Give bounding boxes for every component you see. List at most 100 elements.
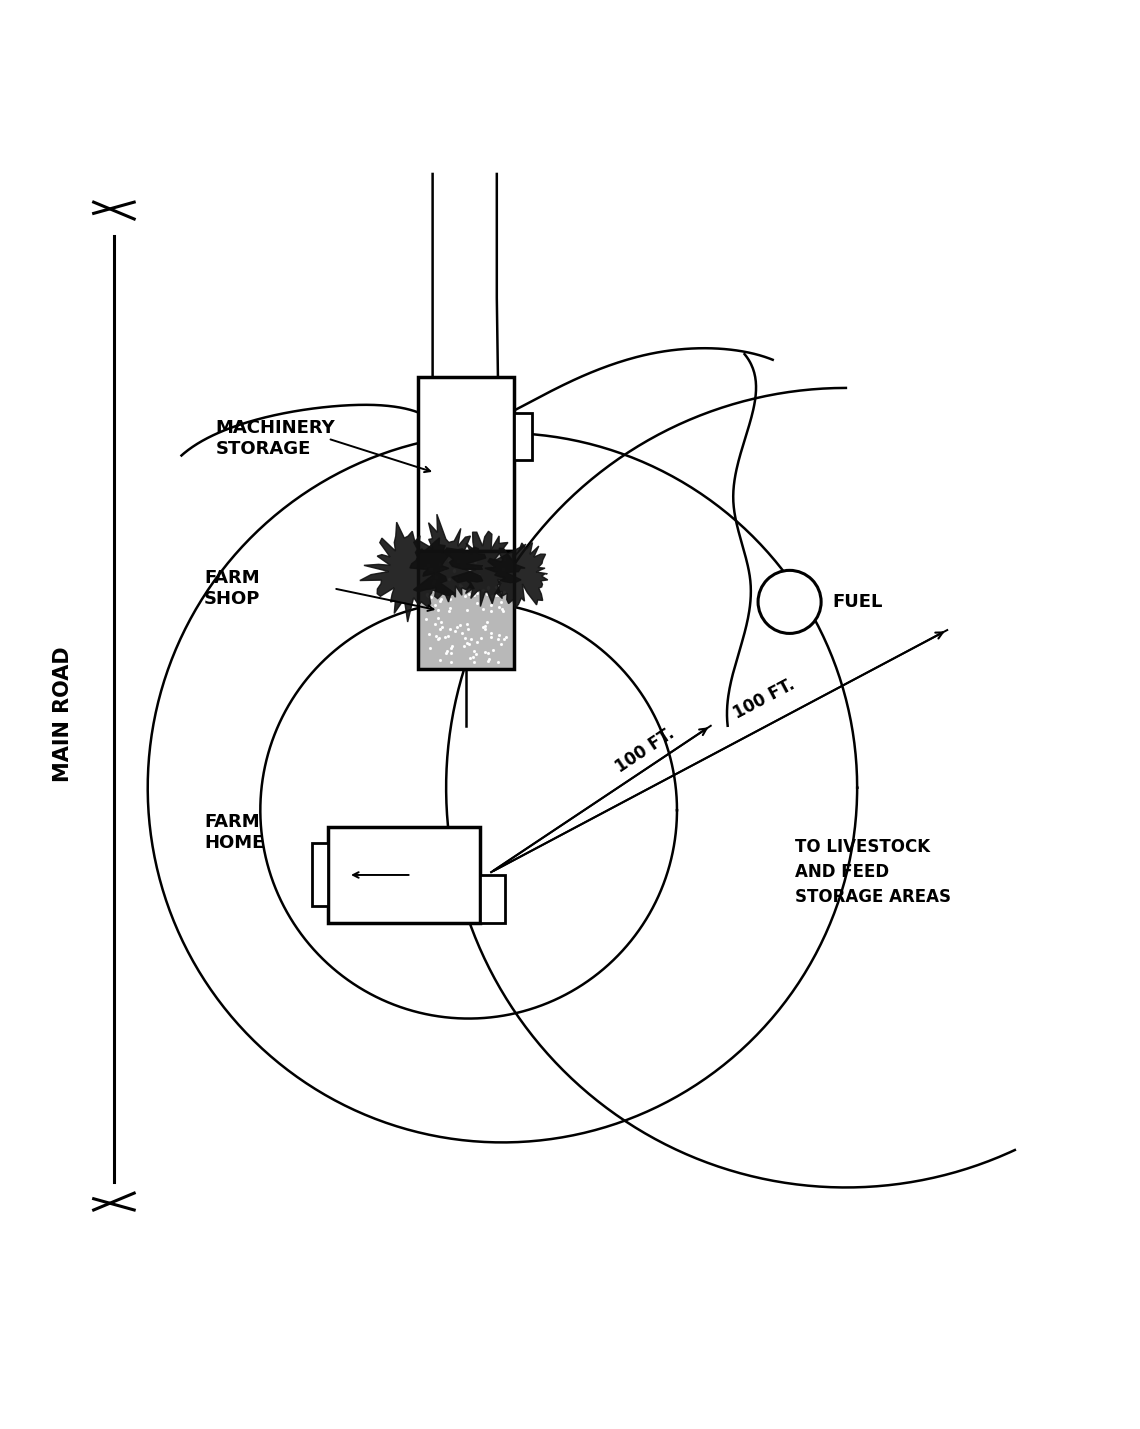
Point xyxy=(429,606,447,629)
Text: FARM
HOME: FARM HOME xyxy=(204,813,264,852)
Point xyxy=(489,627,507,650)
Point xyxy=(429,627,447,650)
Point xyxy=(438,639,456,662)
Point xyxy=(421,566,439,589)
Point xyxy=(474,579,492,602)
Bar xyxy=(514,413,531,460)
Polygon shape xyxy=(445,532,526,606)
Point xyxy=(482,626,500,649)
Point xyxy=(429,599,447,622)
Point xyxy=(441,617,459,640)
Point xyxy=(495,549,513,572)
Point xyxy=(439,569,457,592)
Point xyxy=(445,559,463,582)
Text: FUEL: FUEL xyxy=(832,593,882,610)
Bar xyxy=(480,875,505,923)
Point xyxy=(458,617,477,640)
Point xyxy=(462,627,480,650)
Point xyxy=(482,584,500,607)
Point xyxy=(465,640,483,663)
Point xyxy=(478,583,496,606)
Point xyxy=(431,589,449,612)
Point xyxy=(475,640,494,663)
Point xyxy=(475,614,494,637)
Bar xyxy=(418,377,514,552)
Point xyxy=(489,583,507,606)
Point xyxy=(424,563,442,586)
Point xyxy=(421,557,439,580)
Point xyxy=(425,613,443,636)
Point xyxy=(422,596,440,619)
Point xyxy=(466,550,484,573)
Point xyxy=(441,642,459,664)
Point xyxy=(422,557,440,580)
Point xyxy=(487,584,505,607)
Bar xyxy=(418,552,514,669)
Point xyxy=(439,624,457,647)
Bar xyxy=(328,827,480,923)
Point xyxy=(469,582,487,604)
Point xyxy=(420,553,438,576)
Text: TO LIVESTOCK
AND FEED
STORAGE AREAS: TO LIVESTOCK AND FEED STORAGE AREAS xyxy=(796,839,951,906)
Text: 100 FT.: 100 FT. xyxy=(612,725,678,776)
Point xyxy=(432,610,450,633)
Point xyxy=(461,647,479,670)
Point xyxy=(459,633,478,656)
Point xyxy=(453,622,471,644)
Point xyxy=(418,583,437,606)
Point xyxy=(490,594,508,617)
Point xyxy=(451,574,470,597)
Point xyxy=(478,610,496,633)
Point xyxy=(467,643,486,666)
Point xyxy=(417,583,435,606)
Point xyxy=(441,587,459,610)
Point xyxy=(492,597,511,620)
Point xyxy=(431,617,449,640)
Point xyxy=(449,549,467,572)
Point xyxy=(432,557,450,580)
Point xyxy=(490,623,508,646)
Point xyxy=(482,622,500,644)
Point xyxy=(465,583,483,606)
Point xyxy=(495,580,513,603)
Point xyxy=(481,593,499,616)
Point xyxy=(430,626,448,649)
Point xyxy=(467,592,486,614)
Point xyxy=(489,650,507,673)
Point xyxy=(428,566,446,589)
Point xyxy=(446,620,464,643)
Polygon shape xyxy=(410,514,486,602)
Point xyxy=(483,554,502,577)
Point xyxy=(448,616,466,639)
Point xyxy=(425,594,443,617)
Point xyxy=(420,622,438,644)
Point xyxy=(487,562,505,584)
Point xyxy=(441,580,459,603)
Point xyxy=(437,642,455,664)
Point xyxy=(482,600,500,623)
Circle shape xyxy=(758,570,821,633)
Point xyxy=(464,646,482,669)
Point xyxy=(458,577,477,600)
Point xyxy=(428,624,446,647)
Text: FARM
SHOP: FARM SHOP xyxy=(204,569,260,607)
Point xyxy=(465,556,483,579)
Point xyxy=(432,587,450,610)
Point xyxy=(492,590,511,613)
Point xyxy=(451,613,470,636)
Point xyxy=(447,567,465,590)
Polygon shape xyxy=(360,522,455,622)
Polygon shape xyxy=(484,543,548,609)
Point xyxy=(497,626,515,649)
Point xyxy=(442,634,461,657)
Point xyxy=(479,577,497,600)
Point xyxy=(456,584,474,607)
Point xyxy=(494,557,512,580)
Point xyxy=(496,627,514,650)
Point xyxy=(422,584,440,607)
Point xyxy=(442,650,461,673)
Point xyxy=(445,559,463,582)
Point xyxy=(421,636,439,659)
Point xyxy=(467,630,486,653)
Point xyxy=(474,597,492,620)
